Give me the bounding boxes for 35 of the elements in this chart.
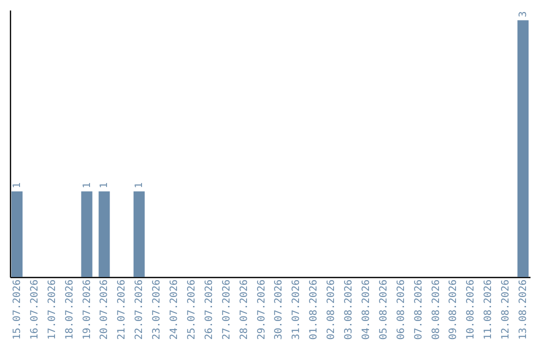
data-label: 1 (134, 182, 146, 188)
x-tick-label: 05.08.2026 (378, 280, 390, 340)
x-tick-label: 13.08.2026 (518, 280, 530, 340)
x-tick-label: 11.08.2026 (483, 280, 494, 340)
x-tick-label: 24.07.2026 (169, 280, 180, 340)
x-tick-label: 31.07.2026 (291, 280, 302, 340)
x-tick-label: 19.07.2026 (82, 280, 93, 340)
x-tick-label: 17.07.2026 (46, 280, 58, 340)
x-tick-label: 22.07.2026 (134, 280, 146, 340)
data-label: 1 (82, 182, 93, 188)
x-tick-label: 20.07.2026 (99, 280, 110, 340)
x-tick-label: 16.07.2026 (29, 280, 40, 340)
x-tick-label: 29.07.2026 (256, 280, 268, 340)
x-tick-label: 30.07.2026 (274, 280, 285, 340)
x-tick-label: 07.08.2026 (413, 280, 424, 340)
x-tick-label: 27.07.2026 (221, 280, 232, 340)
x-tick-label: 23.07.2026 (152, 280, 163, 340)
x-tick-label: 08.08.2026 (430, 280, 442, 340)
x-tick-label: 06.08.2026 (396, 280, 407, 340)
x-tick-label: 12.08.2026 (500, 280, 512, 340)
x-tick-label: 28.07.2026 (238, 280, 250, 340)
x-tick-label: 04.08.2026 (360, 280, 372, 340)
x-tick-label: 02.08.2026 (326, 280, 338, 340)
x-tick-label: 10.08.2026 (466, 280, 477, 340)
x-tick-label: 25.07.2026 (186, 280, 198, 340)
x-tick-label: 26.07.2026 (204, 280, 215, 340)
x-tick-label: 03.08.2026 (344, 280, 355, 340)
x-tick-label: 09.08.2026 (448, 280, 460, 340)
data-label: 1 (99, 182, 110, 188)
data-label: 3 (518, 11, 530, 18)
x-tick-label: 01.08.2026 (308, 280, 320, 340)
x-tick-label: 18.07.2026 (64, 280, 76, 340)
x-tick-label: 15.07.2026 (12, 280, 23, 340)
data-label: 1 (12, 182, 23, 188)
x-tick-label: 21.07.2026 (116, 280, 128, 340)
